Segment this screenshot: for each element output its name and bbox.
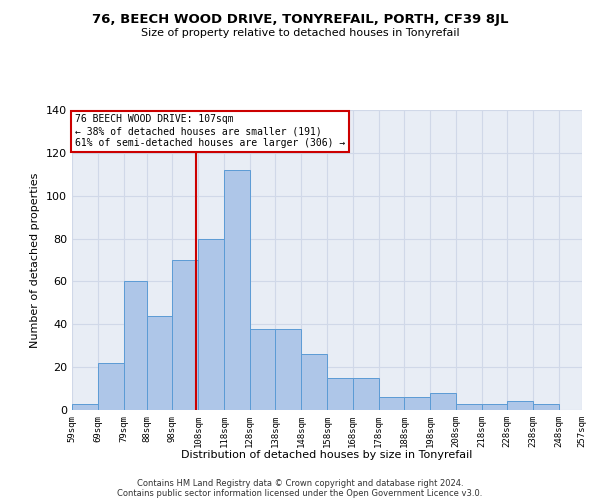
Text: Contains public sector information licensed under the Open Government Licence v3: Contains public sector information licen… bbox=[118, 488, 482, 498]
Text: Contains HM Land Registry data © Crown copyright and database right 2024.: Contains HM Land Registry data © Crown c… bbox=[137, 478, 463, 488]
Bar bbox=[533, 404, 559, 410]
Bar bbox=[482, 404, 508, 410]
Bar bbox=[72, 404, 98, 410]
Text: Size of property relative to detached houses in Tonyrefail: Size of property relative to detached ho… bbox=[140, 28, 460, 38]
Bar bbox=[172, 260, 198, 410]
Bar bbox=[124, 282, 146, 410]
Bar bbox=[198, 238, 224, 410]
Bar bbox=[404, 397, 430, 410]
Bar bbox=[508, 402, 533, 410]
Bar bbox=[275, 328, 301, 410]
Y-axis label: Number of detached properties: Number of detached properties bbox=[31, 172, 40, 348]
Bar bbox=[456, 404, 482, 410]
Text: Distribution of detached houses by size in Tonyrefail: Distribution of detached houses by size … bbox=[181, 450, 473, 460]
Bar bbox=[430, 393, 456, 410]
Text: 76 BEECH WOOD DRIVE: 107sqm
← 38% of detached houses are smaller (191)
61% of se: 76 BEECH WOOD DRIVE: 107sqm ← 38% of det… bbox=[74, 114, 345, 148]
Bar bbox=[146, 316, 172, 410]
Bar bbox=[327, 378, 353, 410]
Bar bbox=[98, 363, 124, 410]
Bar bbox=[353, 378, 379, 410]
Text: 76, BEECH WOOD DRIVE, TONYREFAIL, PORTH, CF39 8JL: 76, BEECH WOOD DRIVE, TONYREFAIL, PORTH,… bbox=[92, 12, 508, 26]
Bar bbox=[250, 328, 275, 410]
Bar bbox=[379, 397, 404, 410]
Bar bbox=[224, 170, 250, 410]
Bar bbox=[301, 354, 327, 410]
